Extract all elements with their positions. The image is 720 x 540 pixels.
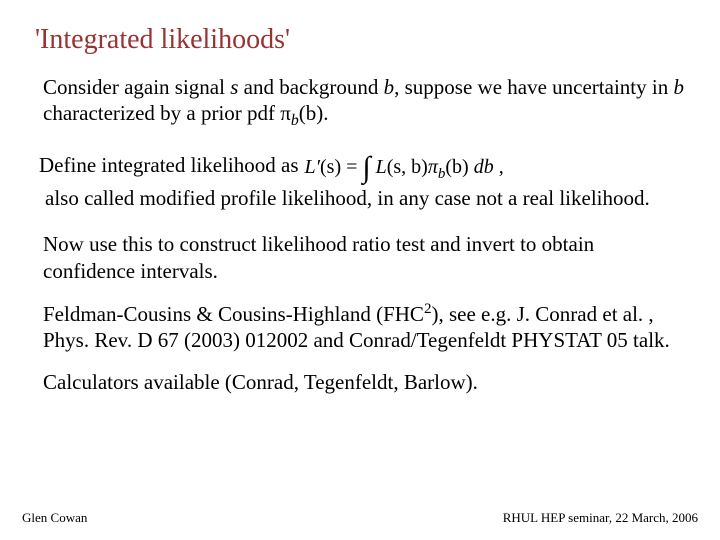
background-var: b (384, 75, 395, 99)
footer-author: Glen Cowan (22, 510, 87, 526)
paragraph-2-row: Define integrated likelihood as L′(s) = … (39, 147, 690, 183)
formula-Lprime: L′ (305, 156, 321, 178)
integral-symbol: ∫ (362, 151, 370, 184)
p1-text-e: . (323, 101, 328, 125)
footer-seminar: RHUL HEP seminar, 22 March, 2006 (503, 510, 698, 526)
paragraph-3: also called modified profile likelihood,… (45, 185, 690, 211)
pi-sub-b: b (291, 112, 299, 129)
background-var-2: b (673, 75, 684, 99)
fhc-squared: 2 (424, 301, 432, 317)
formula-sp: (s) = (320, 156, 362, 178)
formula-pb: (b) (445, 156, 473, 178)
paragraph-6: Calculators available (Conrad, Tegenfeld… (43, 369, 690, 395)
p1-text-b: and background (238, 75, 383, 99)
formula-db: db (474, 156, 499, 178)
p1-text-c: , suppose we have uncertainty in (394, 75, 673, 99)
pi-symbol: π (280, 101, 291, 125)
formula-pi: π (428, 156, 438, 178)
paragraph-4: Now use this to construct likelihood rat… (43, 231, 690, 284)
integrated-likelihood-formula: L′(s) = ∫ L(s, b)πb(b) db , (305, 147, 504, 183)
formula-comma: , (499, 156, 504, 178)
paragraph-5: Feldman-Cousins & Cousins-Highland (FHC2… (43, 300, 690, 354)
formula-args: (s, b) (387, 156, 428, 178)
p1-text-a: Consider again signal (43, 75, 230, 99)
p1-text-d: characterized by a prior pdf (43, 101, 280, 125)
formula-L: L (376, 156, 387, 178)
paragraph-1: Consider again signal s and background b… (43, 74, 690, 131)
p2-text: Define integrated likelihood as (39, 153, 299, 178)
slide-title: 'Integrated likelihoods' (35, 24, 690, 56)
p5-text-a: Feldman-Cousins & Cousins-Highland (FHC (43, 302, 424, 326)
paren-b: (b) (299, 101, 324, 125)
